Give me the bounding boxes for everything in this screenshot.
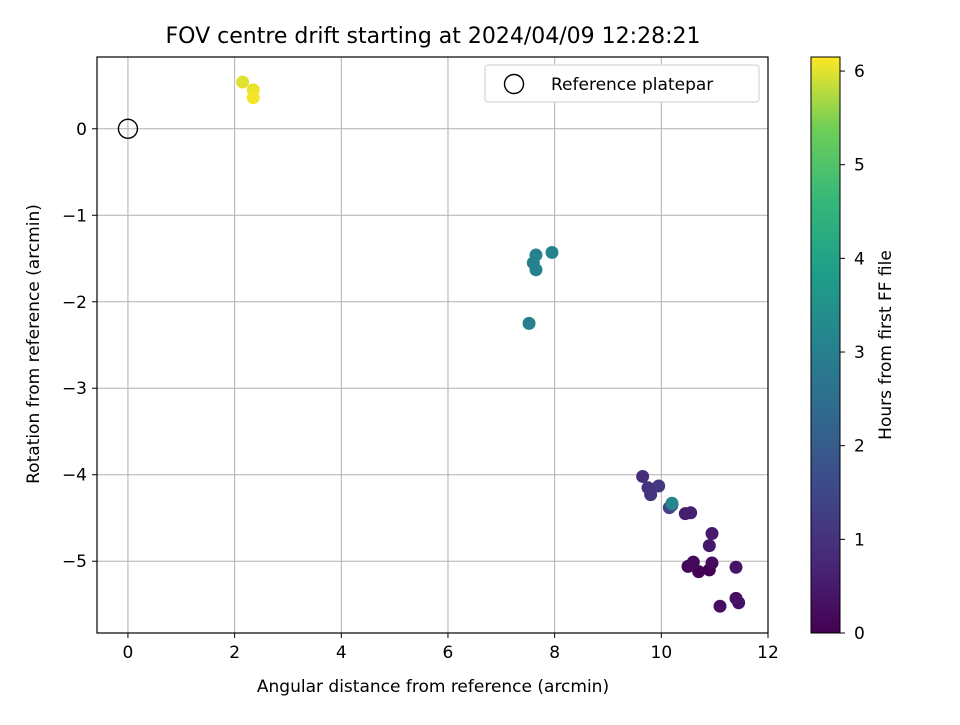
colorbar-tick-label: 5 — [854, 156, 865, 176]
colorbar-tick-label: 0 — [854, 624, 865, 644]
y-tick-label: −1 — [62, 206, 87, 226]
scatter-point — [636, 469, 650, 483]
legend-entry-label: Reference platepar — [551, 75, 713, 95]
colorbar: Hours from first FF file 0 1 2 3 4 5 6 — [810, 56, 896, 644]
x-axis-label: Angular distance from reference (arcmin) — [257, 677, 609, 697]
x-tick-label: 0 — [123, 643, 134, 663]
y-tick-label: −3 — [62, 379, 87, 399]
x-tick-label: 4 — [336, 643, 347, 663]
scatter-point — [713, 599, 727, 613]
x-tick-label: 6 — [443, 643, 454, 663]
scatter-point — [236, 75, 250, 89]
scatter-point — [705, 556, 719, 570]
x-tick-label: 12 — [757, 643, 779, 663]
legend: Reference platepar — [484, 64, 760, 103]
data-points — [117, 75, 746, 613]
x-tick-label: 10 — [651, 643, 673, 663]
colorbar-tick-label: 3 — [854, 343, 865, 363]
scatter-point — [545, 245, 559, 259]
legend-box — [484, 64, 760, 103]
scatter-point — [729, 560, 743, 574]
scatter-point — [692, 565, 706, 579]
scatter-point — [529, 263, 543, 277]
scatter-point — [529, 248, 543, 262]
legend-marker-icon — [503, 73, 525, 95]
x-tick-label: 2 — [229, 643, 240, 663]
scatter-point — [686, 555, 700, 569]
scatter-point — [522, 316, 536, 330]
scatter-point — [684, 506, 698, 520]
reference-point-marker — [117, 118, 139, 139]
colorbar-tick-label: 1 — [854, 530, 865, 550]
y-tick-label: −4 — [62, 466, 87, 486]
axes: 0 2 4 6 8 10 12 −5 −4 −3 −2 −1 0 — [62, 56, 779, 663]
colorbar-gradient — [810, 56, 841, 634]
y-tick-label: 0 — [76, 120, 87, 140]
plot-frame — [96, 56, 769, 634]
colorbar-tick-label: 2 — [854, 437, 865, 457]
scatter-point — [665, 496, 679, 510]
scatter-point — [705, 527, 719, 541]
y-tick-label: −2 — [62, 293, 87, 313]
scatter-point — [732, 596, 746, 610]
scatter-point — [246, 91, 260, 105]
colorbar-tick-label: 4 — [854, 249, 865, 269]
y-axis-label: Rotation from reference (arcmin) — [24, 204, 44, 484]
colorbar-tick-label: 6 — [854, 62, 865, 82]
y-tick-label: −5 — [62, 552, 87, 572]
x-tick-label: 8 — [549, 643, 560, 663]
scatter-point — [702, 539, 716, 553]
grid-lines — [97, 57, 769, 633]
colorbar-label: Hours from first FF file — [876, 250, 896, 440]
scatter-point — [652, 479, 666, 493]
scatter-point — [644, 488, 658, 502]
chart-title: FOV centre drift starting at 2024/04/09 … — [166, 24, 701, 49]
